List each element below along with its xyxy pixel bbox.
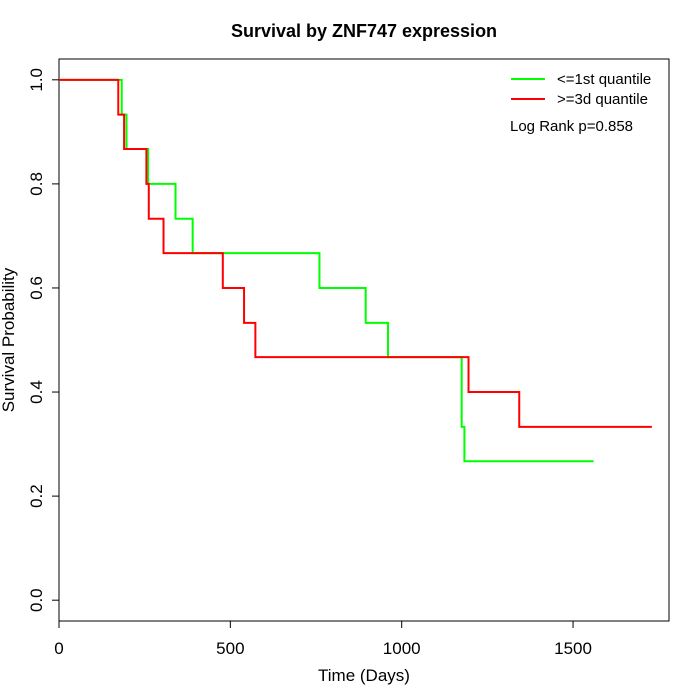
y-tick-label: 0.0: [27, 588, 46, 612]
y-tick-label: 0.8: [27, 172, 46, 196]
survival-curves: [59, 78, 652, 463]
y-tick-label: 0.4: [27, 380, 46, 404]
x-axis-label: Time (Days): [318, 666, 410, 685]
x-tick-label: 500: [216, 639, 244, 658]
y-axis: 0.0 0.2 0.4 0.6 0.8 1.0: [27, 68, 60, 612]
log-rank-annotation: Log Rank p=0.858: [510, 118, 633, 135]
survival-curve-high: [59, 78, 652, 428]
y-tick-label: 1.0: [27, 68, 46, 92]
legend-label: >=3d quantile: [557, 91, 648, 108]
plot-frame: [58, 58, 670, 622]
x-tick-label: 1500: [554, 639, 592, 658]
survival-curve-low: [59, 78, 594, 463]
chart-title: Survival by ZNF747 expression: [231, 21, 497, 41]
y-tick-label: 0.2: [27, 484, 46, 508]
x-tick-label: 0: [54, 639, 63, 658]
x-tick-label: 1000: [383, 639, 421, 658]
y-tick-label: 0.6: [27, 276, 46, 300]
x-axis: 0 500 1000 1500: [54, 620, 592, 658]
legend: <=1st quantile >=3d quantile: [511, 71, 651, 108]
legend-label: <=1st quantile: [557, 71, 651, 88]
y-axis-label: Survival Probability: [0, 267, 18, 412]
